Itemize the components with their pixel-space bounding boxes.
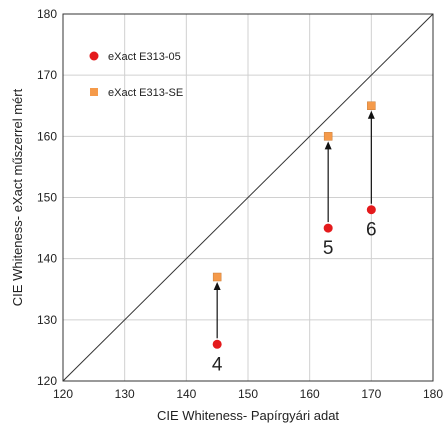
data-point-square bbox=[367, 101, 376, 110]
data-point-circle bbox=[212, 339, 222, 349]
data-points bbox=[212, 101, 376, 349]
x-tick-label: 150 bbox=[238, 387, 258, 401]
annotations: 4 5 6 bbox=[212, 220, 377, 376]
x-axis-label: CIE Whiteness- Papírgyári adat bbox=[157, 408, 339, 423]
y-tick-label: 140 bbox=[37, 252, 57, 266]
data-point-circle bbox=[323, 223, 333, 233]
data-point-square bbox=[323, 132, 333, 141]
point-annotation: 6 bbox=[366, 220, 377, 241]
legend-marker-square bbox=[90, 88, 98, 96]
x-tick-label: 160 bbox=[300, 387, 320, 401]
legend: eXact E313-05 eXact E313-SE bbox=[89, 51, 183, 99]
y-axis-label: CIE Whiteness- eXact műszerrel mért bbox=[10, 88, 25, 306]
x-tick-label: 180 bbox=[423, 387, 443, 401]
x-tick-label: 140 bbox=[176, 387, 196, 401]
arrow-head bbox=[367, 110, 375, 119]
x-tick-label: 120 bbox=[53, 387, 73, 401]
tick-labels: 120 130 140 150 160 170 180 120 130 140 150 160 170 1… bbox=[37, 7, 443, 401]
legend-label: eXact E313-05 bbox=[108, 51, 181, 63]
point-annotation: 4 bbox=[212, 354, 223, 375]
y-tick-label: 150 bbox=[37, 191, 57, 205]
legend-marker-circle bbox=[89, 51, 99, 61]
y-tick-label: 180 bbox=[37, 7, 57, 21]
x-tick-label: 170 bbox=[361, 387, 381, 401]
plot-frame bbox=[62, 13, 434, 382]
data-point-square bbox=[212, 272, 222, 282]
y-tick-label: 120 bbox=[37, 374, 57, 388]
y-tick-label: 160 bbox=[37, 129, 57, 143]
arrows bbox=[213, 110, 375, 339]
y-tick-label: 170 bbox=[37, 68, 57, 82]
point-annotation: 5 bbox=[323, 238, 334, 259]
x-tick-label: 130 bbox=[115, 387, 135, 401]
legend-label: eXact E313-SE bbox=[108, 87, 183, 99]
diagonal-reference-line bbox=[62, 13, 434, 382]
arrow-head bbox=[213, 282, 221, 291]
y-tick-label: 130 bbox=[37, 313, 57, 327]
data-point-circle bbox=[366, 205, 376, 215]
arrow-head bbox=[324, 141, 332, 150]
